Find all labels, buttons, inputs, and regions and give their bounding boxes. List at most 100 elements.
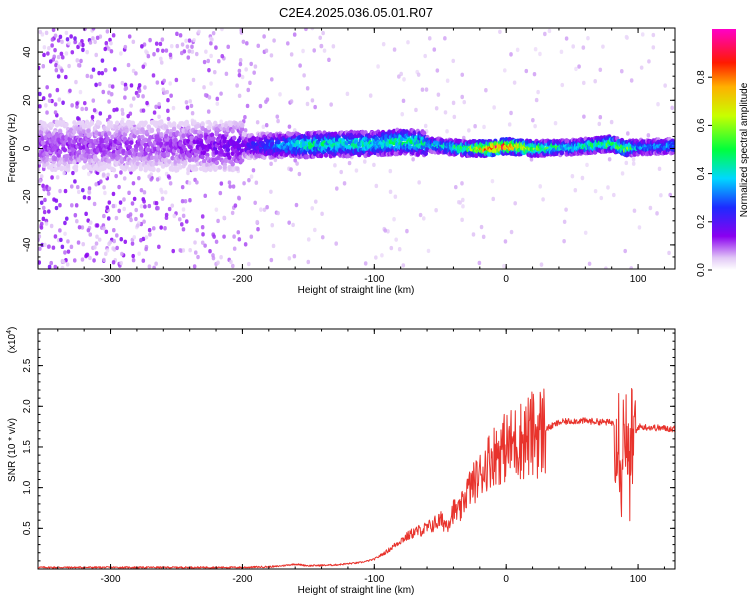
spectrogram-cell [191,77,196,83]
spectrogram-cell [306,259,311,265]
spectrogram-cell [42,209,47,215]
spectrogram-cell [144,246,148,252]
spectrogram-cell [140,44,144,49]
spectrogram-cell [216,218,220,224]
spectrogram-cell [157,137,163,143]
spectrogram-x-tick-label: 100 [630,274,647,285]
spectrogram-cell [227,180,232,185]
spectrogram-cell [38,104,42,109]
spectrogram-cell [436,92,441,97]
spectrogram-cell [460,72,465,77]
spectrogram-cell [269,189,273,194]
spectrogram-cell [144,49,148,54]
spectrogram-cell [368,93,373,98]
spectrogram-cell [167,206,172,212]
spectrogram-cell [58,188,62,194]
spectrogram-cell [41,64,46,69]
spectrogram-cell [159,56,163,61]
spectrogram-cell [134,71,138,76]
spectrogram-cell [124,164,129,169]
spectrogram-cell [80,38,84,44]
spectrogram-cell [443,36,447,41]
spectrogram-cell [435,68,440,73]
spectrogram-cell [216,260,220,265]
spectrogram-cell [247,261,251,267]
spectrogram-cell [232,234,236,239]
spectrogram-cell [629,78,634,83]
spectrogram-cell [624,160,629,166]
spectrogram-cell [66,249,71,254]
spectrogram-cell [293,158,297,163]
spectrogram-cell [333,131,338,137]
spectrogram-cell [38,234,42,239]
spectrogram-cell [265,139,270,144]
spectrogram-cell [238,61,243,67]
spectrogram-cell [94,182,99,187]
spectrogram-cell [47,45,51,51]
spectrogram-cell [56,64,61,69]
spectrogram-cell [131,68,136,74]
spectrogram-cell [70,146,76,152]
spectrogram-cell [619,69,624,74]
spectrogram-cell [271,243,276,249]
spectrogram-cell [477,260,482,266]
spectrogram-cell [126,62,131,68]
spectrogram-cell [232,135,237,141]
colorbar-tick-label: 0.8 [696,70,707,84]
spectrogram-cell [163,133,169,139]
spectrogram-cell [270,141,275,147]
spectrogram-cell [78,131,83,137]
spectrogram-cell [184,38,188,44]
spectrogram-cell [149,127,155,133]
spectrogram-cell [105,248,110,253]
spectrogram-cell [539,262,544,267]
spectrogram-cell [631,157,636,162]
colorbar-ticks: 0.00.20.40.60.8 [696,70,712,277]
spectrogram-cell [202,59,207,65]
spectrogram-cell [672,146,675,152]
spectrogram-x-tick-label: 0 [503,274,509,285]
spectrogram-cell [143,204,147,209]
spectrogram-cell [237,93,242,99]
spectrogram-cell [513,201,517,206]
spectrogram-cell [65,163,71,169]
spectrogram-cell [148,141,153,147]
spectrogram-cell [285,41,290,46]
spectrogram-cell [109,41,113,46]
spectrogram-cell [210,37,214,42]
snr-panel: -300 -200 -100 0 100 0.51.01.52.02.5 Height … [6,327,676,596]
spectrogram-cell [63,188,68,194]
spectrogram-cell [82,100,87,106]
spectrogram-cell [219,149,224,155]
spectrogram-cell [577,64,581,69]
spectrogram-cell [207,95,212,100]
spectrogram-cell [47,98,52,104]
spectrogram-cell [305,86,310,91]
spectrogram-cell [127,144,132,150]
spectrogram-cell [203,243,207,248]
spectrogram-cell [55,87,60,93]
spectrogram-cell [98,81,102,87]
spectrogram-cell [120,251,124,257]
spectrogram-cell [171,248,176,254]
spectrogram-cell [91,36,95,41]
spectrogram-cell [502,68,507,73]
spectrogram-cell [51,245,56,250]
spectrogram-cell [313,104,317,110]
spectrogram-cell [512,80,517,85]
spectrogram-cell [64,216,69,221]
spectrogram-cell [269,77,274,82]
spectrogram-cell [68,88,72,94]
spectrogram-cell [294,202,299,208]
spectrogram-cell [334,241,339,246]
spectrogram-cell [186,55,191,60]
snr-x-tick-label: 100 [630,574,647,585]
spectrogram-cell [111,167,117,173]
spectrogram-cell [53,102,58,107]
spectrogram-cell [564,207,568,212]
spectrogram-cell [161,87,166,92]
spectrogram-cell [237,196,242,201]
spectrogram-cell [492,105,496,110]
spectrogram-cell [226,44,231,50]
spectrogram-cell [154,41,159,46]
